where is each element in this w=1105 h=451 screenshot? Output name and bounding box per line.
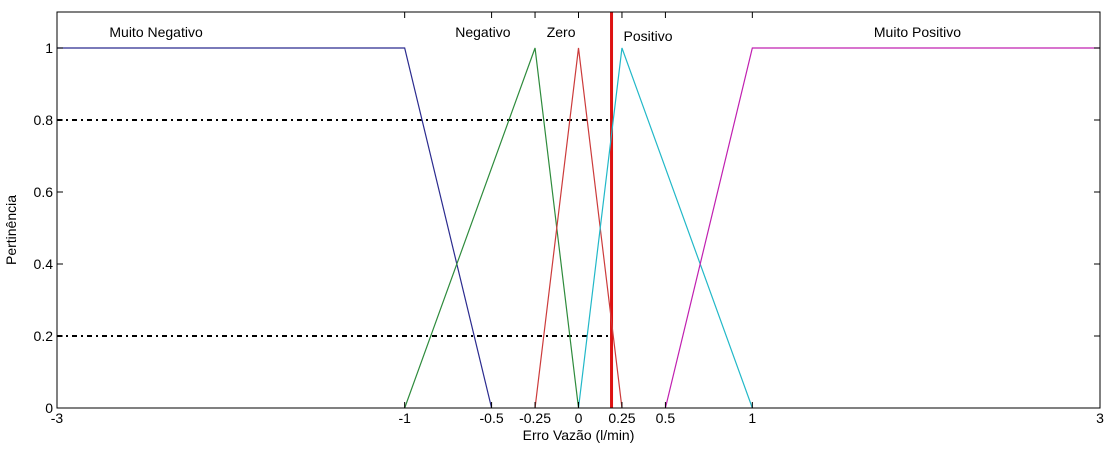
x-tick-label: -1: [398, 410, 411, 426]
x-tick-label: 0: [575, 410, 583, 426]
series-layer: [57, 47, 1100, 409]
y-tick-label: 0.6: [34, 184, 54, 200]
y-tick-label: 1: [45, 40, 53, 56]
set-label: Negativo: [455, 24, 510, 40]
ticks-layer: -3 -1 -0.5 -0.25 0 0.25 0.5 1 3 0 0.2 0.4 0.6 0.8 1: [34, 12, 1104, 426]
y-tick-label: 0.8: [34, 112, 54, 128]
series-line-positivo: [577, 47, 753, 409]
y-tick-label: 0: [45, 400, 53, 416]
x-tick-label: -0.5: [480, 410, 504, 426]
series-line-muito-negativo: [57, 47, 493, 409]
set-label: Muito Positivo: [874, 24, 961, 40]
y-tick-label: 0.2: [34, 328, 54, 344]
annotations-layer: Muito Negativo Negativo Zero Positivo Muito …: [109, 24, 961, 44]
x-tick-label: 0.25: [608, 410, 635, 426]
x-tick-label: 0.5: [656, 410, 676, 426]
set-label: Positivo: [624, 28, 673, 44]
x-tick-label: -3: [51, 410, 64, 426]
x-tick-label: 3: [1096, 410, 1104, 426]
set-label: Zero: [547, 24, 576, 40]
series-line-negativo: [404, 47, 580, 409]
series-line-zero: [534, 47, 623, 409]
y-tick-label: 0.4: [34, 256, 54, 272]
x-axis-label: Erro Vazão (l/min): [523, 427, 635, 443]
plot-frame: [56, 11, 1101, 409]
set-label: Muito Negativo: [109, 24, 203, 40]
y-axis-label: Pertinência: [3, 195, 19, 265]
x-tick-label: 1: [748, 410, 756, 426]
series-line-muito-positivo: [664, 47, 1100, 409]
x-tick-label: -0.25: [519, 410, 551, 426]
reference-lines-layer: [57, 12, 614, 408]
